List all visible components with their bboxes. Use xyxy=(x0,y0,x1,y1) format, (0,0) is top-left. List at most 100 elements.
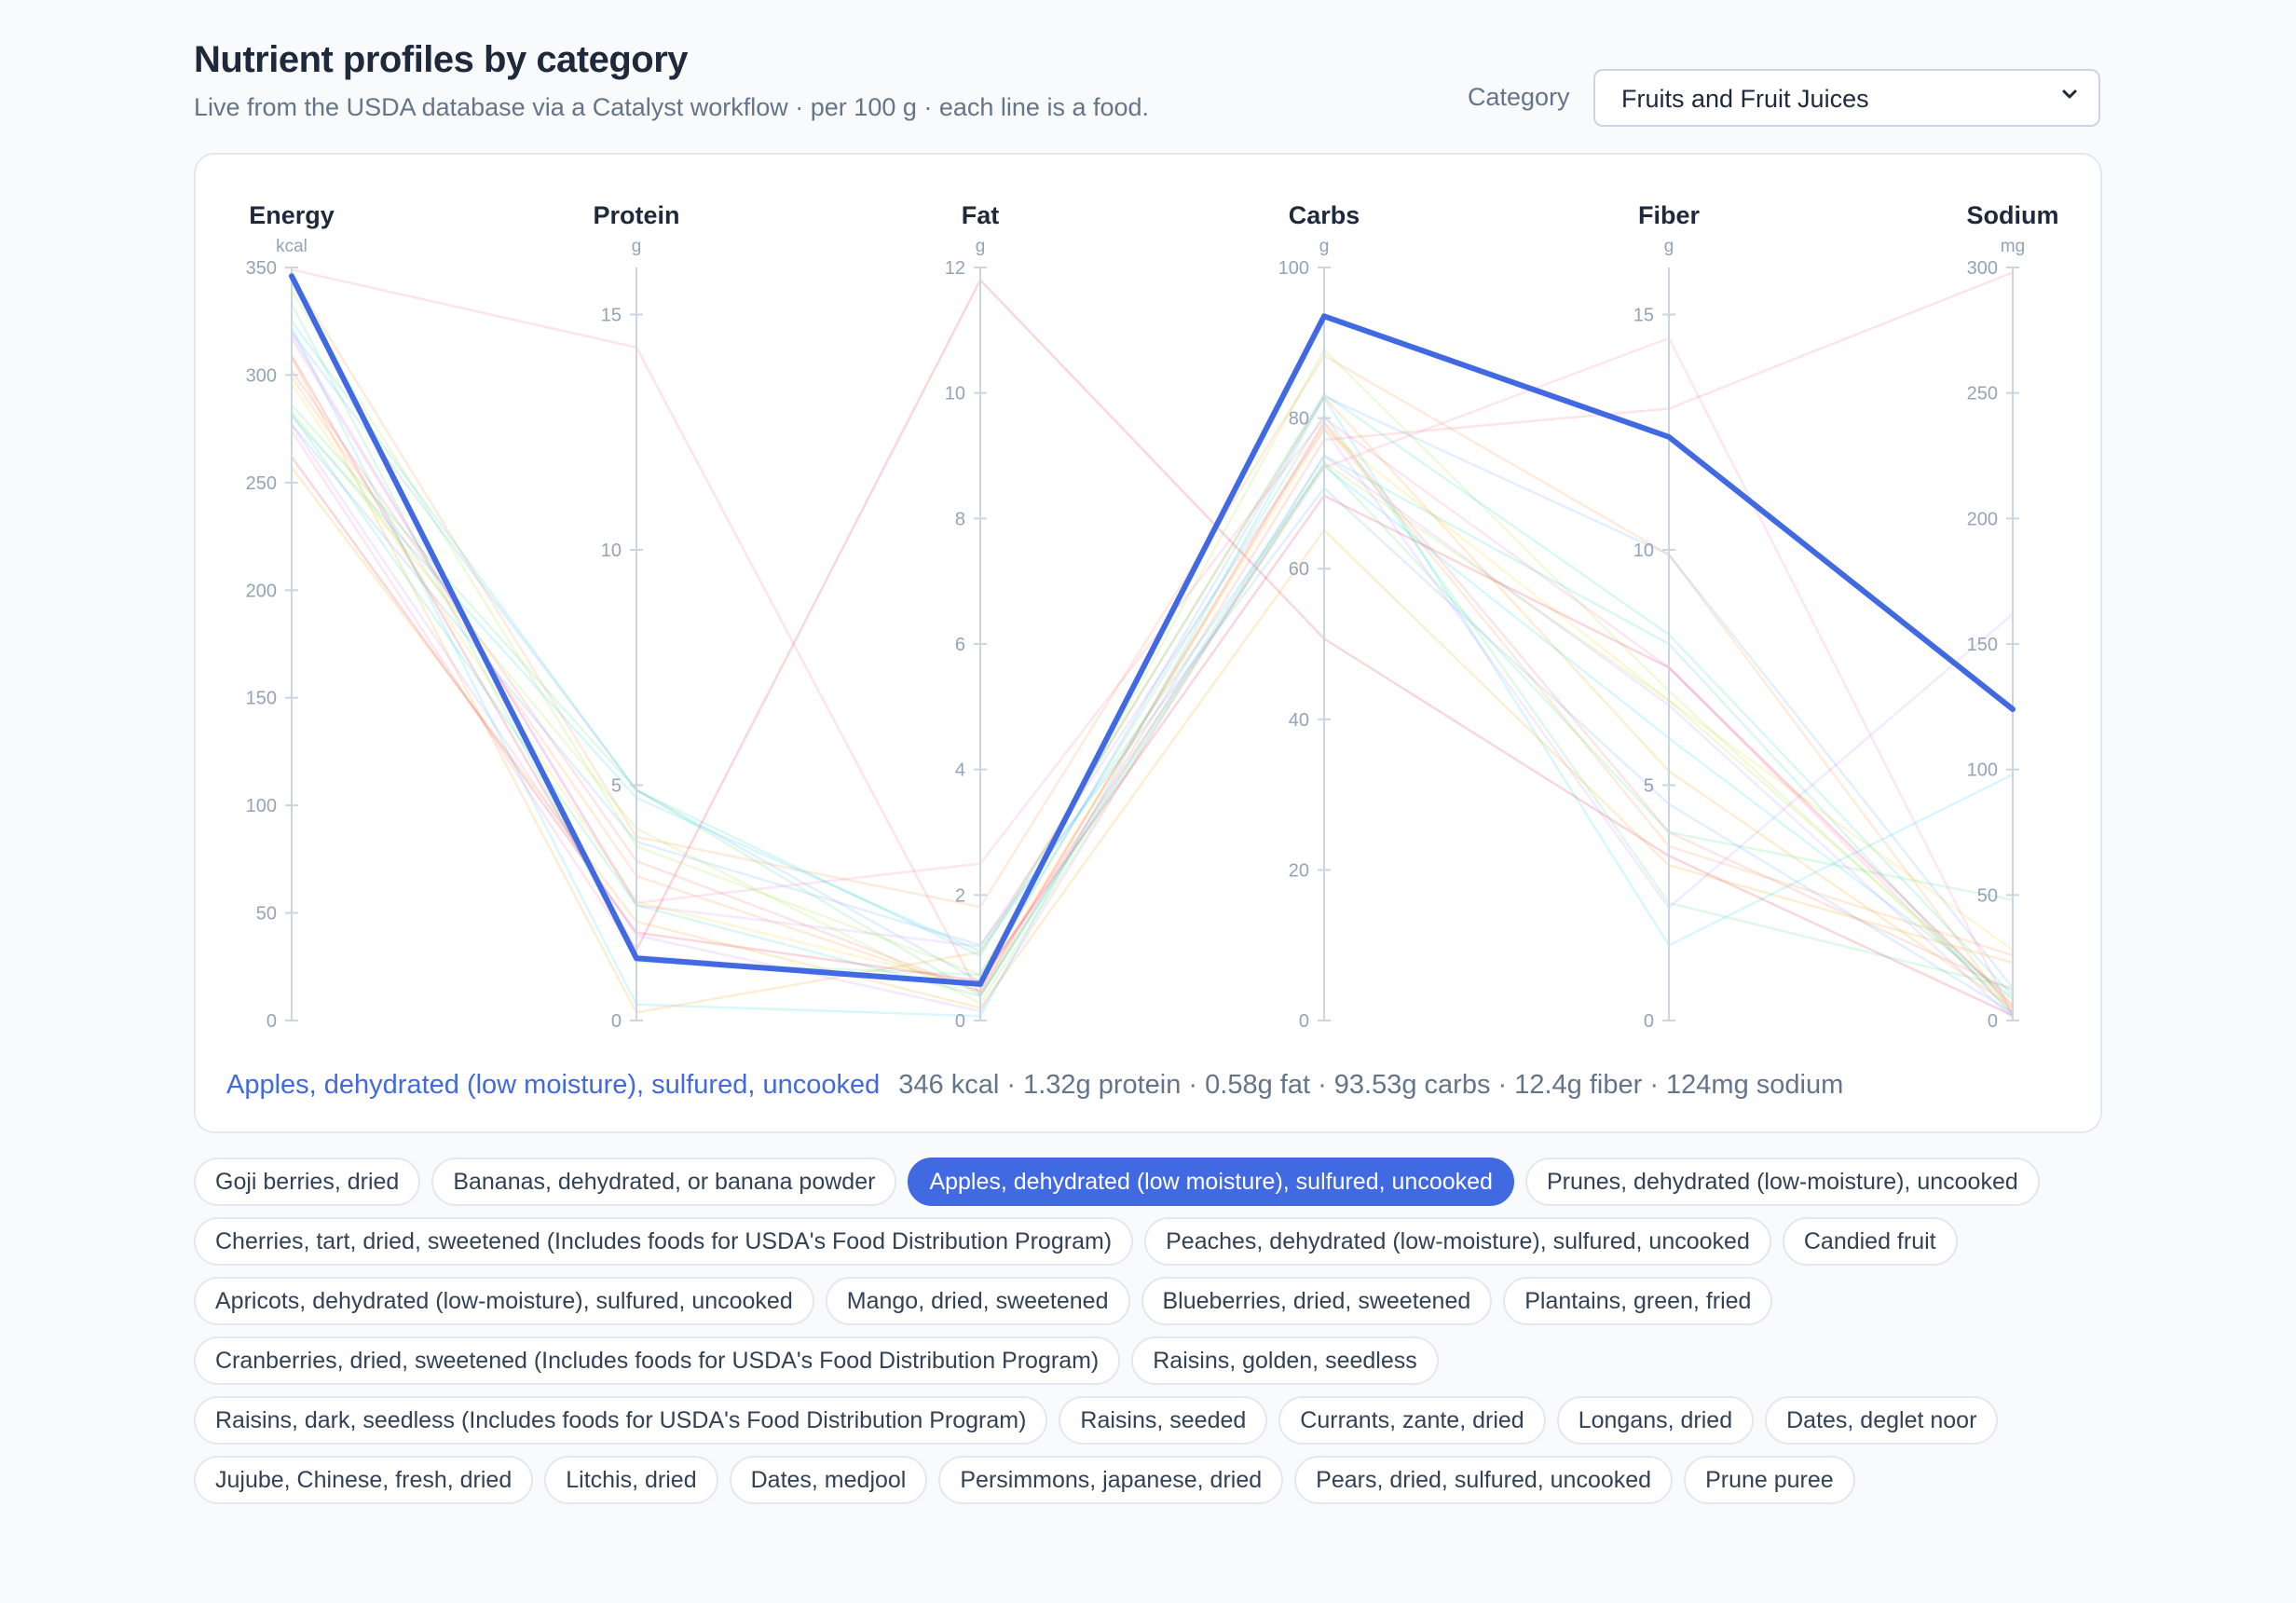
tick-label: 8 xyxy=(955,509,965,529)
food-pill[interactable]: Currants, zante, dried xyxy=(1278,1396,1546,1445)
axis-sodium: Sodium mg 0 50 100 150 200 250 300 xyxy=(1967,201,2059,1032)
food-pill[interactable]: Mango, dried, sweetened xyxy=(825,1277,1130,1325)
tick-label: 50 xyxy=(256,904,277,925)
category-select[interactable]: Fruits and Fruit Juices xyxy=(1593,69,2100,127)
tick-label: 150 xyxy=(246,689,277,709)
tick-label: 0 xyxy=(611,1011,622,1032)
tick-label: 4 xyxy=(955,760,965,781)
food-line xyxy=(290,303,2014,990)
tick-label: 250 xyxy=(246,473,277,494)
food-pill[interactable]: Apples, dehydrated (low moisture), sulfu… xyxy=(908,1158,1514,1206)
tick-label: 300 xyxy=(1967,258,1998,279)
chevron-down-icon xyxy=(2062,89,2077,99)
axis-fat: Fat g 0 2 4 6 8 10 12 xyxy=(945,201,1000,1032)
food-pill[interactable]: Longans, dried xyxy=(1556,1396,1755,1445)
food-pill[interactable]: Bananas, dehydrated, or banana powder xyxy=(431,1158,897,1206)
food-pill[interactable]: Raisins, seeded xyxy=(1059,1396,1268,1445)
category-selected-value: Fruits and Fruit Juices xyxy=(1621,85,1869,113)
tick-label: 60 xyxy=(1289,559,1309,580)
tick-label: 200 xyxy=(246,581,277,601)
background-food-lines xyxy=(290,268,2015,1020)
axis-title: Carbs xyxy=(1289,201,1360,229)
food-pill-list: Goji berries, dried Bananas, dehydrated, … xyxy=(194,1158,2113,1515)
food-line xyxy=(290,413,2014,1017)
food-pill[interactable]: Raisins, golden, seedless xyxy=(1131,1336,1439,1385)
tick-label: 15 xyxy=(601,306,622,326)
food-line xyxy=(291,268,2014,999)
food-pill[interactable]: Prunes, dehydrated (low-moisture), uncoo… xyxy=(1524,1158,2040,1206)
food-line xyxy=(291,410,2014,1006)
food-pill[interactable]: Cherries, tart, dried, sweetened (Includ… xyxy=(194,1217,1134,1266)
axis-unit: g xyxy=(1664,237,1674,256)
food-pill[interactable]: Pears, dried, sulfured, uncooked xyxy=(1294,1456,1674,1504)
axis-energy: Energy kcal 0 50 100 150 200 250 300 350 xyxy=(246,201,335,1032)
food-pill[interactable]: Litchis, dried xyxy=(544,1456,718,1504)
category-label: Category xyxy=(1468,83,1570,111)
selected-food-detail: Apples, dehydrated (low moisture), sulfu… xyxy=(226,1070,1843,1101)
food-line xyxy=(290,320,2014,996)
food-pill[interactable]: Jujube, Chinese, fresh, dried xyxy=(194,1456,534,1504)
tick-label: 5 xyxy=(611,776,622,797)
tick-label: 0 xyxy=(1644,1011,1654,1032)
food-pill[interactable]: Persimmons, japanese, dried xyxy=(938,1456,1284,1504)
food-pill[interactable]: Cranberries, dried, sweetened (Includes … xyxy=(194,1336,1121,1385)
page-title: Nutrient profiles by category xyxy=(194,39,689,80)
axis-unit: g xyxy=(976,237,986,256)
food-pill[interactable]: Prune puree xyxy=(1684,1456,1855,1504)
tick-label: 100 xyxy=(1278,258,1309,279)
food-line xyxy=(290,333,2014,948)
axis-unit: g xyxy=(632,237,642,256)
chart-card: Energy kcal 0 50 100 150 200 250 300 350 Protein g 0… xyxy=(194,153,2102,1133)
food-line xyxy=(290,337,2014,1014)
food-line xyxy=(290,278,2014,1017)
food-pill[interactable]: Candied fruit xyxy=(1782,1217,1958,1266)
food-pill[interactable]: Plantains, green, fried xyxy=(1503,1277,1773,1325)
tick-label: 0 xyxy=(955,1011,965,1032)
food-pill[interactable]: Raisins, dark, seedless (Includes foods … xyxy=(194,1396,1048,1445)
tick-label: 10 xyxy=(601,541,622,561)
tick-label: 100 xyxy=(246,796,277,816)
food-pill[interactable]: Apricots, dehydrated (low-moisture), sul… xyxy=(194,1277,814,1325)
axis-title: Fiber xyxy=(1638,201,1701,229)
food-line xyxy=(290,275,2014,1014)
tick-label: 10 xyxy=(945,384,965,404)
food-pill[interactable]: Goji berries, dried xyxy=(194,1158,421,1206)
selected-food-name: Apples, dehydrated (low moisture), sulfu… xyxy=(226,1070,881,1100)
tick-label: 80 xyxy=(1289,409,1309,430)
tick-label: 50 xyxy=(1977,885,1998,906)
tick-label: 15 xyxy=(1633,306,1654,326)
tick-label: 2 xyxy=(955,885,965,906)
parallel-coordinates-chart: Energykcal050100150200250300350Proteing0… xyxy=(246,201,2059,1032)
tick-label: 12 xyxy=(945,258,965,279)
tick-label: 40 xyxy=(1289,710,1309,731)
food-line xyxy=(291,423,2014,1014)
tick-label: 10 xyxy=(1633,541,1654,561)
tick-label: 200 xyxy=(1967,509,1998,529)
tick-label: 0 xyxy=(1988,1011,1998,1032)
food-line xyxy=(290,423,2014,1020)
food-line xyxy=(291,331,2014,989)
tick-label: 150 xyxy=(1967,635,1998,655)
food-line xyxy=(290,290,2014,1009)
axis-title: Sodium xyxy=(1967,201,2059,229)
food-line xyxy=(290,336,2015,1017)
tick-label: 250 xyxy=(1967,384,1998,404)
food-pill[interactable]: Dates, deglet noor xyxy=(1765,1396,1999,1445)
tick-label: 6 xyxy=(955,635,965,655)
tick-label: 0 xyxy=(1299,1011,1309,1032)
selected-food-values: 346 kcal · 1.32g protein · 0.58g fat · 9… xyxy=(898,1070,1844,1100)
tick-label: 0 xyxy=(266,1011,277,1032)
tick-label: 300 xyxy=(246,365,277,386)
food-line xyxy=(291,415,2014,999)
food-pill[interactable]: Blueberries, dried, sweetened xyxy=(1141,1277,1493,1325)
selected-food-line xyxy=(289,273,2016,987)
tick-label: 100 xyxy=(1967,760,1998,781)
food-line xyxy=(290,383,2014,989)
axis-unit: g xyxy=(1319,237,1330,256)
food-line xyxy=(290,370,2014,993)
food-pill[interactable]: Dates, medjool xyxy=(729,1456,928,1504)
food-pill[interactable]: Peaches, dehydrated (low-moisture), sulf… xyxy=(1144,1217,1771,1266)
page-header: Nutrient profiles by category Live from … xyxy=(194,37,2102,140)
axis-protein: Protein g 0 5 10 15 xyxy=(593,201,679,1032)
tick-label: 350 xyxy=(246,258,277,279)
